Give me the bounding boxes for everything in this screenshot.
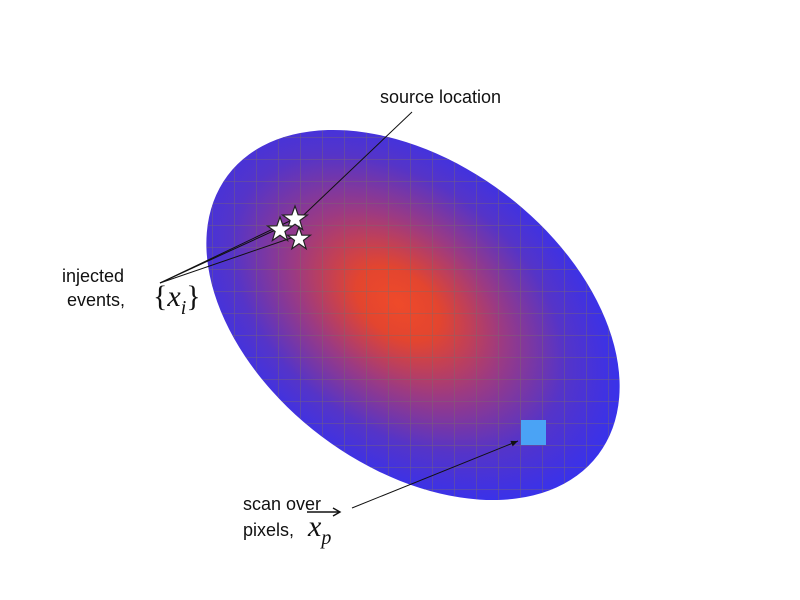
scan-label-line1: scan over [243, 494, 322, 514]
star-icon [285, 225, 313, 251]
probability-map [150, 80, 670, 550]
scan-label-line2: pixels, [243, 520, 295, 540]
scan-pixel-symbol: xp [307, 507, 342, 550]
square-pixel-icon [521, 420, 546, 445]
injected-label-line2: events, [67, 290, 126, 310]
injected-events-symbol: {xi} [153, 280, 201, 319]
injected-label-line1: injected [62, 266, 125, 286]
source-location-label: source location [380, 87, 502, 107]
source-location-pointer [289, 111, 413, 229]
star-icon [265, 215, 295, 242]
star-icon [280, 204, 310, 231]
pixel-grid [150, 80, 670, 550]
vector-arrow-icon [307, 507, 342, 517]
injected-event-stars [265, 204, 313, 251]
scan-pixel-arrow [351, 440, 519, 509]
